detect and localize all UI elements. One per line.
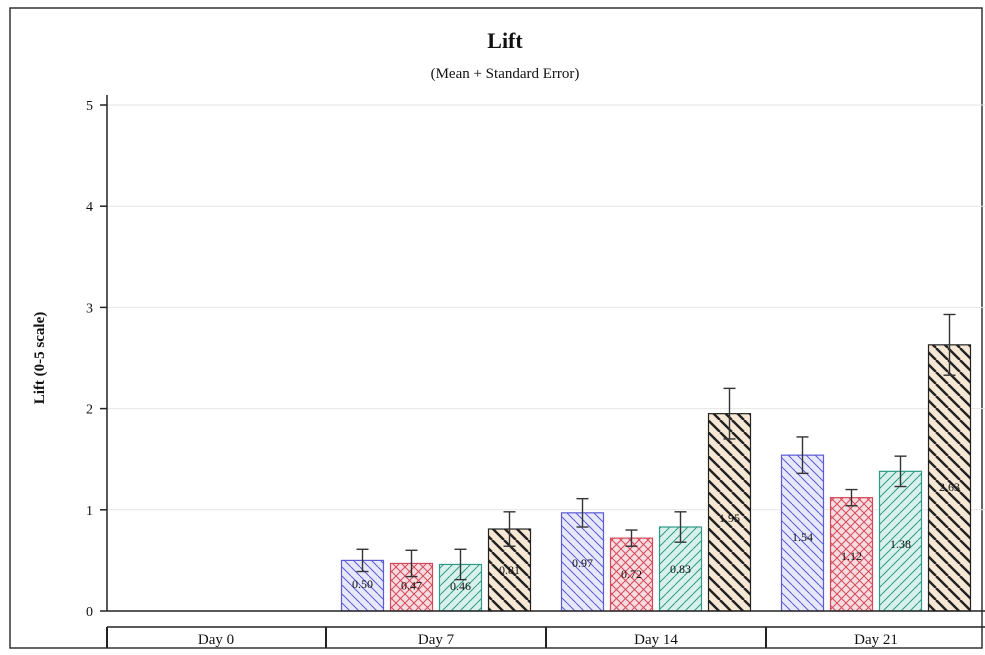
data-label: 2.63 — [939, 480, 960, 494]
data-label: 0.81 — [499, 563, 520, 577]
x-axis: Day 0 Day 7 Day 14 Day 21 — [106, 610, 985, 648]
bar — [878, 470, 923, 612]
bars-group: 0.50 0.47 0.46 0.81 0.97 0.72 0.83 1.95 1.54 1.12… — [340, 313, 972, 612]
y-tick-label: 5 — [86, 99, 93, 114]
x-category-label: Day 21 — [854, 632, 898, 648]
data-label: 1.38 — [890, 537, 911, 551]
data-label: 0.47 — [401, 579, 422, 593]
bar — [560, 512, 605, 612]
data-label: 1.95 — [719, 511, 740, 525]
y-tick-label: 1 — [86, 504, 93, 519]
data-label: 1.12 — [841, 549, 862, 563]
bar — [707, 413, 752, 612]
chart-title: Lift — [487, 28, 523, 53]
y-tick-label: 4 — [86, 200, 93, 215]
x-category-label: Day 14 — [634, 632, 678, 648]
chart-subtitle: (Mean + Standard Error) — [431, 66, 580, 82]
bar — [609, 537, 654, 612]
bar — [927, 344, 972, 612]
data-label: 1.54 — [792, 530, 813, 544]
x-category-label: Day 0 — [198, 632, 234, 648]
x-category-label: Day 7 — [418, 632, 455, 648]
y-tick-label: 0 — [86, 605, 93, 620]
data-label: 0.72 — [621, 567, 642, 581]
y-axis: 0 1 2 3 4 5 — [86, 95, 108, 620]
data-label: 0.97 — [572, 556, 593, 570]
data-label: 0.83 — [670, 562, 691, 576]
y-tick-label: 2 — [86, 403, 93, 418]
data-label: 0.50 — [352, 577, 373, 591]
y-axis-label: Lift (0-5 scale) — [32, 312, 48, 404]
bar — [780, 454, 825, 612]
y-tick-label: 3 — [86, 301, 93, 316]
data-label: 0.46 — [450, 579, 471, 593]
